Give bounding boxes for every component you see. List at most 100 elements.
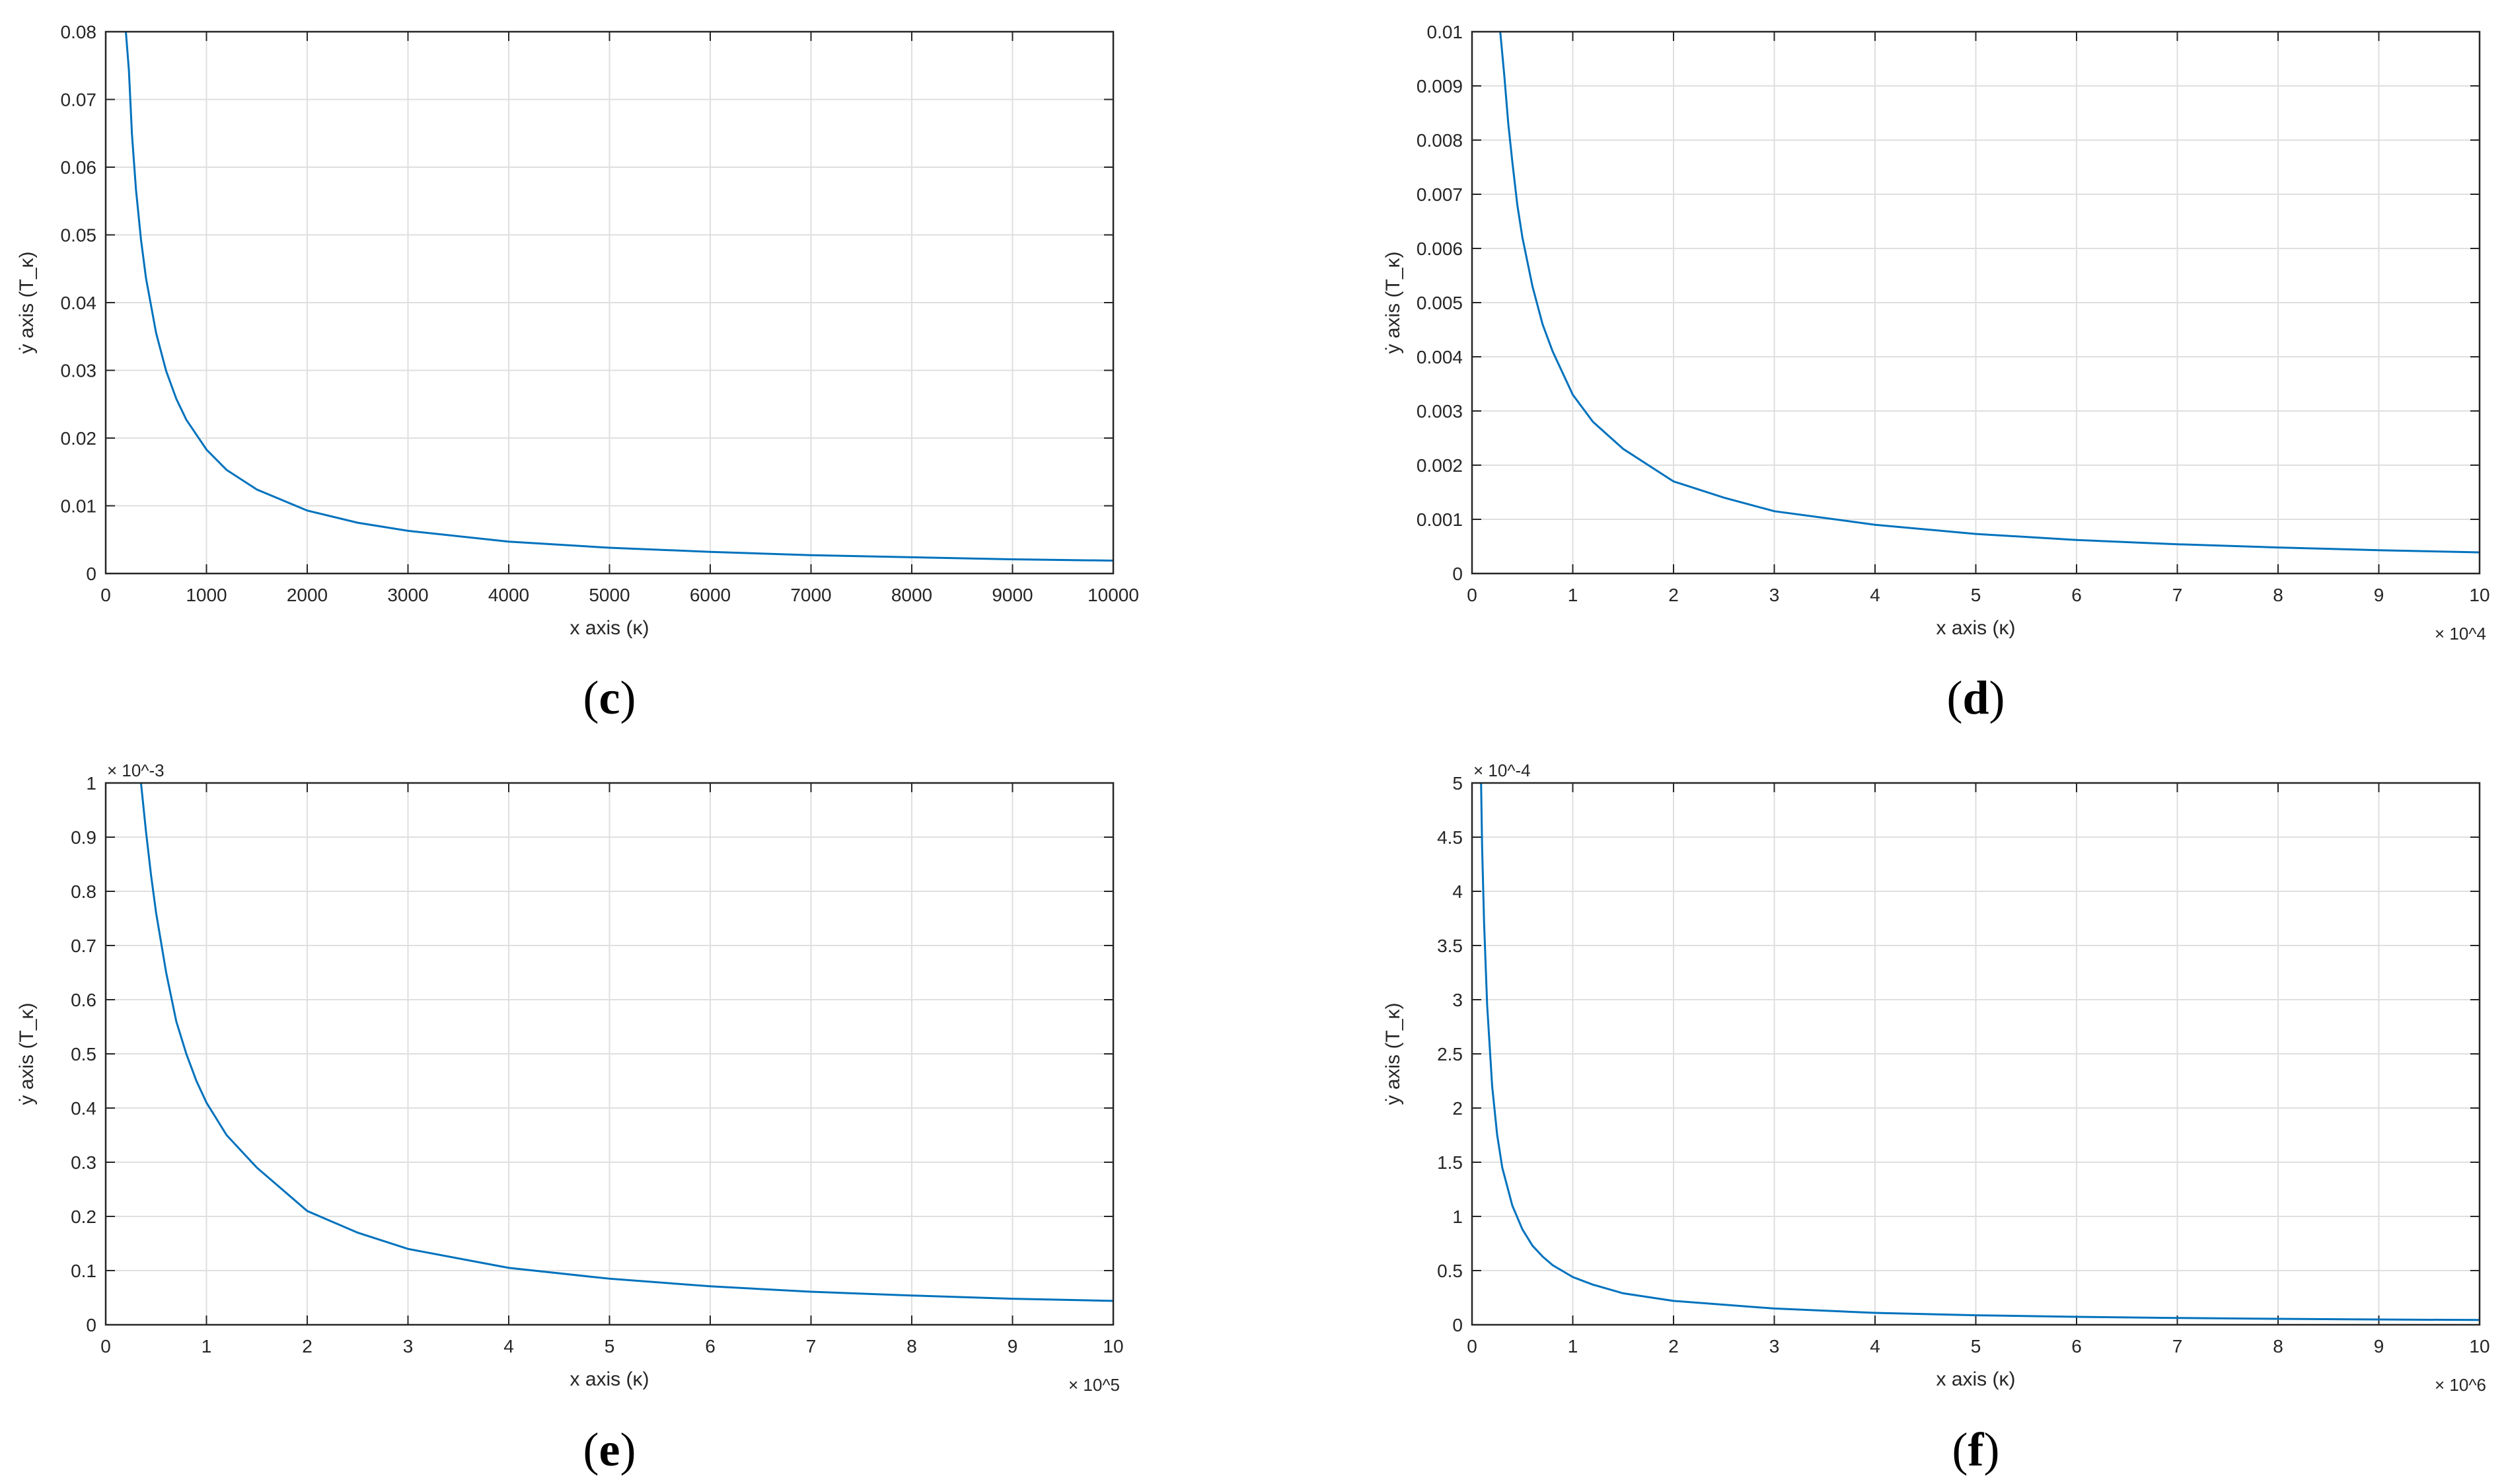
x-tick-label: 9 bbox=[1008, 1336, 1018, 1356]
y-tick-label: 2.5 bbox=[1437, 1044, 1463, 1064]
axes-box bbox=[104, 782, 1115, 1326]
panel-label-open: ( bbox=[583, 1423, 599, 1476]
y-tick-label: 0.02 bbox=[61, 428, 97, 449]
y-tick-label: 0.004 bbox=[1417, 347, 1463, 367]
x-tick-label: 8 bbox=[2273, 585, 2283, 605]
y-tick-label: 0.5 bbox=[1437, 1261, 1463, 1281]
x-tick-label: 0 bbox=[1467, 585, 1477, 605]
x-tick-label: 5 bbox=[605, 1336, 615, 1356]
x-tick-label: 1 bbox=[1568, 1336, 1578, 1356]
chart-panel-c: 0 1000 2000 3000 4000 5000 6000 7000 8000 9000 100… bbox=[16, 22, 1139, 724]
y-tick-label: 0 bbox=[86, 1315, 96, 1335]
chart-panel-d: 0 1 2 3 4 5 6 7 8 9 10 0 0.001 0.002 0.003 0.004 0.005 0.… bbox=[1382, 22, 2490, 724]
x-tick-label: 8000 bbox=[891, 585, 932, 605]
y-axis-label-text: ẏ axis (T_κ) bbox=[16, 1002, 38, 1105]
y-axis-label: ẏ axis (T_κ) bbox=[16, 1002, 38, 1105]
chart-panel-f: 0 1 2 3 4 5 6 7 8 9 10 0 0.5 1 1.5 2 2.5 3 3.5 4 4.5 5 x axis … bbox=[1382, 761, 2490, 1476]
panel-label-open: ( bbox=[583, 671, 599, 724]
x-tick-label: 2 bbox=[1668, 1336, 1679, 1356]
x-tick-label: 9000 bbox=[992, 585, 1033, 605]
x-tick-label: 7000 bbox=[790, 585, 831, 605]
x-axis-label: x axis (κ) bbox=[1936, 1368, 2016, 1390]
x-tick-label: 6 bbox=[2071, 585, 2082, 605]
y-tick-label: 0.008 bbox=[1417, 130, 1463, 151]
x-tick-label: 10 bbox=[1103, 1336, 1123, 1356]
y-tick-label: 0 bbox=[1452, 1315, 1463, 1335]
x-tick-label: 2 bbox=[1668, 585, 1679, 605]
y-tick-label: 0.2 bbox=[71, 1206, 96, 1227]
series-line-T_κ bbox=[125, 31, 1114, 562]
y-tick-label: 0.08 bbox=[61, 22, 97, 42]
panel-label-letter: c bbox=[599, 671, 620, 724]
x-tick-label: 4 bbox=[1870, 1336, 1880, 1356]
y-axis-label: ẏ axis (T_κ) bbox=[16, 251, 38, 353]
x-axis-label: x axis (κ) bbox=[570, 1368, 649, 1390]
y-axis-multiplier: × 10^-3 bbox=[107, 761, 165, 780]
x-tick-label: 10 bbox=[2469, 585, 2489, 605]
x-axis-label: x axis (κ) bbox=[1936, 617, 2016, 639]
y-tick-label: 2 bbox=[1452, 1098, 1463, 1119]
y-tick-label: 1 bbox=[86, 773, 96, 794]
y-tick-label: 0.8 bbox=[71, 881, 96, 902]
y-tick-label: 4.5 bbox=[1437, 827, 1463, 848]
y-tick-label: 0.003 bbox=[1417, 401, 1463, 422]
x-tick-label: 5 bbox=[1971, 1336, 1981, 1356]
x-axis-multiplier: × 10^6 bbox=[2435, 1375, 2486, 1395]
x-tick-label: 7 bbox=[806, 1336, 817, 1356]
axes-box bbox=[1471, 782, 2481, 1326]
x-tick-label: 1 bbox=[1568, 585, 1578, 605]
panel-label-letter: e bbox=[599, 1423, 620, 1476]
x-tick-label: 10000 bbox=[1087, 585, 1139, 605]
x-tick-label: 4 bbox=[503, 1336, 514, 1356]
y-tick-label: 0.6 bbox=[71, 990, 96, 1010]
y-tick-label: 0 bbox=[1452, 564, 1463, 584]
x-tick-label: 3 bbox=[1769, 585, 1780, 605]
x-tick-label: 0 bbox=[1467, 1336, 1477, 1356]
y-tick-label: 0.5 bbox=[71, 1044, 96, 1064]
x-tick-label: 0 bbox=[100, 585, 111, 605]
y-tick-label: 3.5 bbox=[1437, 936, 1463, 956]
panel-label-letter: d bbox=[1962, 671, 1989, 724]
x-tick-label: 3 bbox=[403, 1336, 414, 1356]
y-axis-label: ẏ axis (T_κ) bbox=[1382, 251, 1404, 353]
y-tick-label: 0.05 bbox=[61, 225, 97, 246]
y-tick-label: 0.4 bbox=[71, 1098, 96, 1119]
panel-label: (f) bbox=[1952, 1423, 2000, 1476]
x-tick-label: 1 bbox=[202, 1336, 212, 1356]
x-tick-label: 9 bbox=[2374, 585, 2384, 605]
y-tick-label: 0.001 bbox=[1417, 509, 1463, 530]
panel-label-close: ) bbox=[620, 1423, 636, 1476]
y-tick-label: 4 bbox=[1452, 881, 1463, 902]
y-axis-label-text: ẏ axis (T_κ) bbox=[16, 251, 38, 353]
x-tick-label: 7 bbox=[2172, 585, 2183, 605]
y-axis-label: ẏ axis (T_κ) bbox=[1382, 1002, 1404, 1105]
x-tick-label: 5 bbox=[1971, 585, 1981, 605]
y-tick-label: 0.005 bbox=[1417, 293, 1463, 313]
y-tick-label: 0.006 bbox=[1417, 239, 1463, 259]
x-tick-label: 8 bbox=[2273, 1336, 2283, 1356]
y-tick-label: 0.01 bbox=[61, 496, 97, 517]
y-tick-label: 1.5 bbox=[1437, 1152, 1463, 1173]
x-tick-label: 4 bbox=[1870, 585, 1880, 605]
axes-box bbox=[104, 30, 1115, 575]
y-tick-label: 0.04 bbox=[61, 293, 97, 313]
panel-label-open: ( bbox=[1946, 671, 1962, 724]
x-tick-label: 7 bbox=[2172, 1336, 2183, 1356]
y-tick-label: 0.06 bbox=[61, 157, 97, 178]
x-tick-label: 0 bbox=[100, 1336, 111, 1356]
y-tick-label: 0.3 bbox=[71, 1152, 96, 1173]
y-tick-label: 1 bbox=[1452, 1206, 1463, 1227]
y-tick-label: 0.01 bbox=[1427, 22, 1463, 42]
panel-label-close: ) bbox=[1989, 671, 2005, 724]
x-tick-label: 1000 bbox=[186, 585, 227, 605]
y-tick-label: 0.002 bbox=[1417, 455, 1463, 476]
x-axis-label: x axis (κ) bbox=[570, 617, 649, 639]
x-tick-label: 6000 bbox=[690, 585, 731, 605]
x-tick-label: 2 bbox=[302, 1336, 313, 1356]
panel-label-close: ) bbox=[1983, 1423, 1999, 1476]
x-tick-label: 4000 bbox=[488, 585, 529, 605]
chart-panel-e: 0 1 2 3 4 5 6 7 8 9 10 0 0.1 0.2 0.3 0.4 0.5 0.6 0.7 0.8 0.9… bbox=[16, 761, 1124, 1476]
y-axis-label-text: ẏ axis (T_κ) bbox=[1382, 1002, 1404, 1105]
series-line-T_κ bbox=[139, 782, 1114, 1302]
series-line-T_κ bbox=[1499, 31, 2480, 554]
